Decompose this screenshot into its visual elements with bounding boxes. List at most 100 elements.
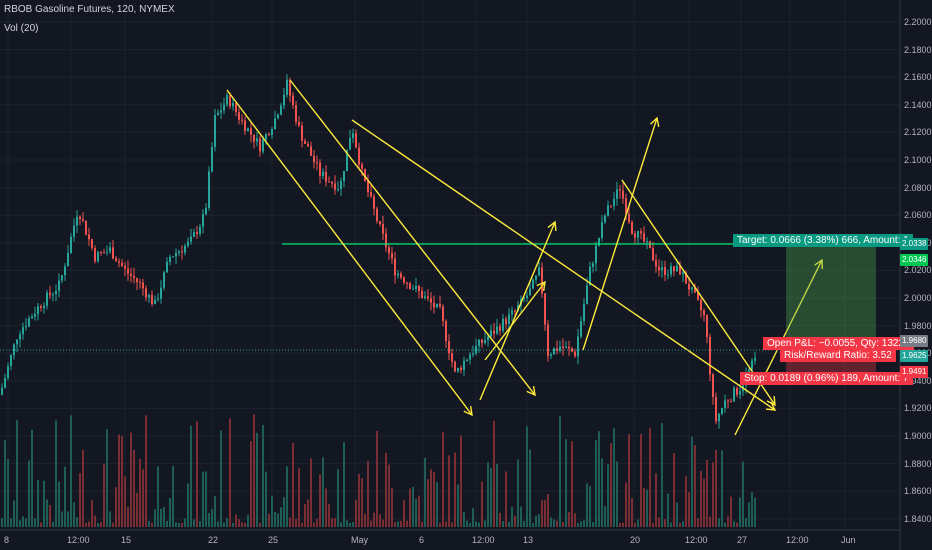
volume-bar	[73, 502, 75, 527]
candle-body	[661, 266, 663, 271]
candle-body	[451, 353, 453, 362]
candle-body	[70, 236, 72, 254]
volume-bar	[163, 506, 165, 527]
trend-line	[351, 119, 776, 411]
candle-body	[100, 252, 102, 254]
candle-body	[538, 267, 540, 276]
candle-body	[541, 267, 543, 294]
candle-body	[130, 273, 132, 276]
volume-bar	[736, 522, 738, 527]
volume-bar	[559, 415, 561, 527]
stop-price-badge: 1.9491	[900, 366, 929, 378]
volume-bar	[238, 519, 240, 527]
candle-body	[307, 143, 309, 147]
volume-bar	[433, 471, 435, 527]
candle-body	[547, 324, 549, 357]
candle-body	[328, 181, 330, 183]
volume-bar	[355, 499, 357, 527]
candle-body	[709, 336, 711, 375]
candle-body	[181, 251, 183, 253]
volume-bar	[199, 521, 201, 527]
volume-bar	[745, 517, 747, 527]
candle-body	[532, 279, 534, 289]
volume-bar	[568, 512, 570, 527]
candle-body	[79, 216, 81, 220]
candle-body	[385, 233, 387, 248]
volume-bar	[595, 440, 597, 527]
candle-body	[169, 256, 171, 262]
volume-bar	[169, 497, 171, 527]
candle-body	[436, 303, 438, 308]
candle-body	[712, 374, 714, 397]
candle-body	[388, 247, 390, 254]
volume-bar	[109, 511, 111, 527]
candle-body	[16, 339, 18, 345]
entry-price-badge: 1.9680	[900, 335, 929, 347]
candle-body	[634, 233, 636, 238]
volume-bar	[589, 486, 591, 527]
horizontal-level-badge: 2.0346	[900, 254, 929, 266]
volume-bar	[259, 522, 261, 527]
candle-body	[454, 361, 456, 372]
volume-bar	[43, 480, 45, 527]
candle-body	[340, 180, 342, 190]
candle-body	[346, 149, 348, 171]
candle-body	[274, 118, 276, 130]
volume-bar	[25, 518, 27, 527]
volume-bar	[664, 519, 666, 527]
volume-bar	[124, 476, 126, 527]
candle-body	[295, 105, 297, 122]
candle-body	[46, 292, 48, 306]
volume-bar	[502, 521, 504, 527]
volume-bar	[643, 488, 645, 527]
candle-body	[409, 283, 411, 289]
candle-body	[76, 216, 78, 226]
time-tick-label: 8	[4, 535, 10, 545]
volume-bar	[379, 514, 381, 527]
volume-bar	[718, 518, 720, 527]
volume-bar	[85, 522, 87, 527]
volume-bar	[265, 471, 267, 527]
candle-body	[121, 262, 123, 266]
candle-body	[727, 400, 729, 402]
candle-body	[748, 369, 750, 375]
candle-body	[469, 354, 471, 360]
time-tick-label: Jun	[841, 535, 856, 545]
candle-body	[91, 239, 93, 249]
trend-line	[484, 281, 546, 361]
candle-body	[331, 181, 333, 184]
candle-body	[697, 292, 699, 300]
trend-line	[479, 221, 556, 401]
volume-bar	[271, 495, 273, 527]
volume-bar	[298, 468, 300, 527]
symbol-title[interactable]: RBOB Gasoline Futures, 120, NYMEX	[4, 4, 175, 15]
candle-body	[442, 306, 444, 322]
price-tick-label: 2.1800	[904, 44, 932, 55]
candle-body	[598, 238, 600, 246]
candle-body	[118, 261, 120, 263]
price-tick-label: 2.2000	[904, 17, 932, 27]
candle-body	[703, 310, 705, 316]
volume-bar	[397, 521, 399, 527]
volume-bar	[430, 469, 432, 527]
candle-body	[505, 318, 507, 325]
candle-body	[715, 396, 717, 422]
arrowhead	[650, 116, 660, 127]
trend-line	[226, 89, 473, 416]
volume-bar	[394, 522, 396, 527]
volume-bar	[556, 520, 558, 527]
volume-bar	[13, 500, 15, 527]
volume-bar	[697, 518, 699, 527]
candle-body	[199, 226, 201, 234]
volume-bar	[751, 492, 753, 527]
volume-bar	[508, 521, 510, 527]
volume-bar	[49, 504, 51, 527]
volume-bar	[646, 489, 648, 527]
candle-body	[202, 214, 204, 227]
volume-bars	[1, 414, 756, 527]
arrowhead	[547, 220, 557, 232]
time-tick-label: 12:00	[786, 535, 809, 545]
volume-indicator-label[interactable]: Vol (20)	[4, 23, 39, 34]
stop-label: Stop: 0.0189 (0.96%) 189, Amount: 7	[740, 372, 913, 385]
